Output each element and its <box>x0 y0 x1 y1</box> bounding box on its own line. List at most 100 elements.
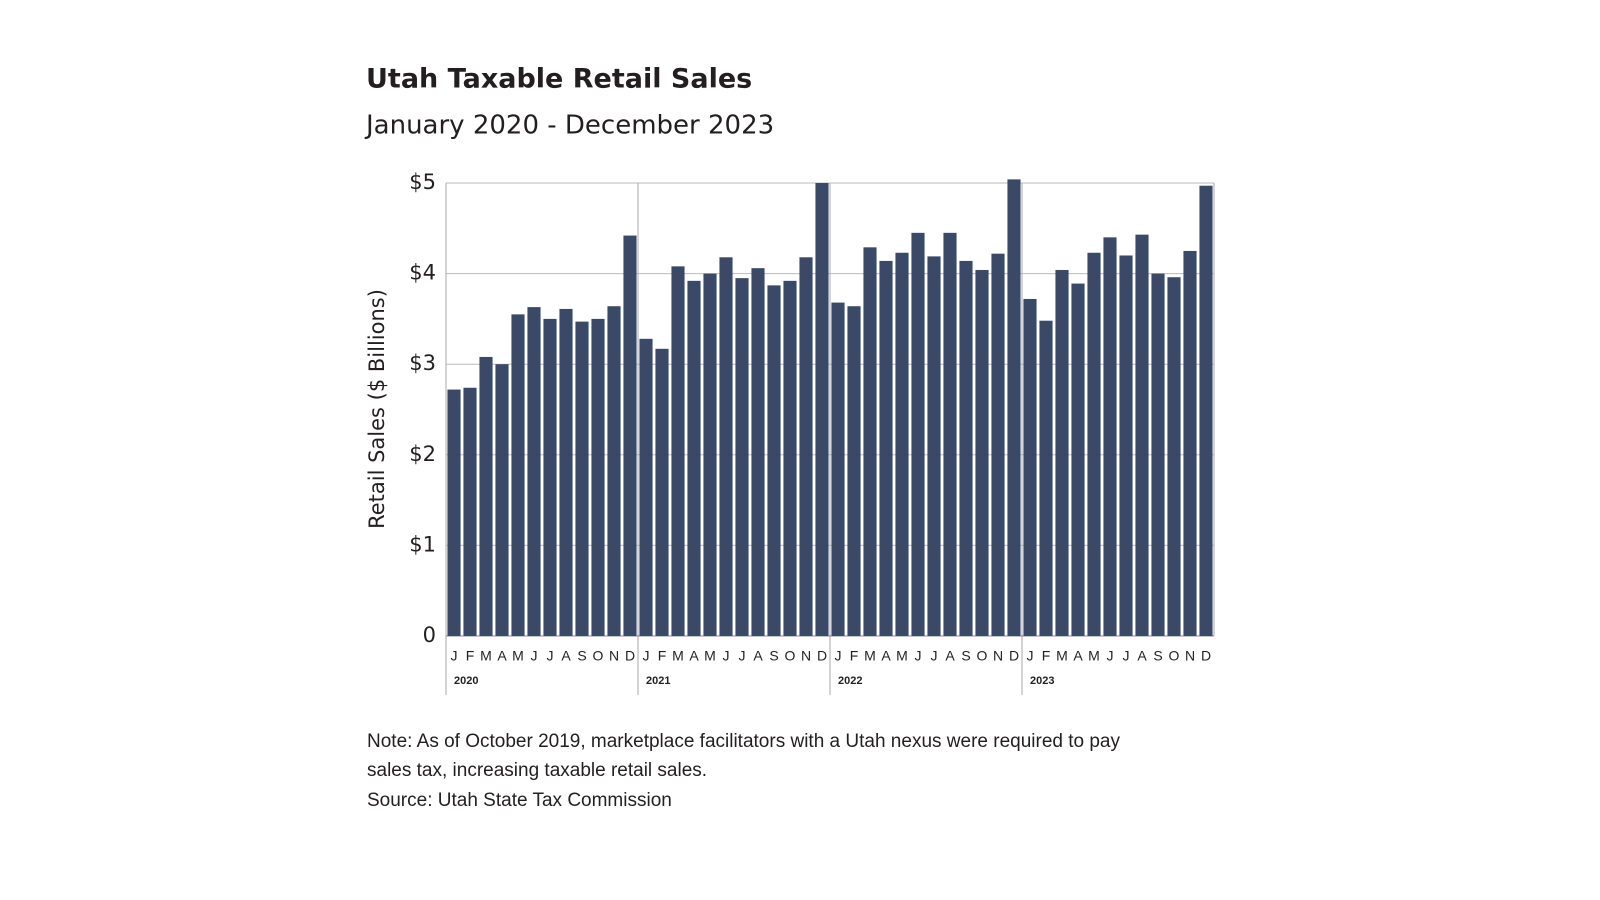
bar <box>671 266 685 636</box>
bar <box>767 285 781 636</box>
x-tick-label: A <box>1137 648 1147 664</box>
x-tick-label: F <box>466 648 475 664</box>
bar <box>607 306 621 636</box>
bar <box>623 235 637 636</box>
bar <box>511 314 525 636</box>
y-tick-label: $4 <box>409 261 436 285</box>
y-tick-label: $2 <box>409 442 436 466</box>
x-tick-label: A <box>753 648 763 664</box>
x-tick-label: A <box>689 648 699 664</box>
x-tick-label: D <box>1009 648 1019 664</box>
x-tick-label: A <box>945 648 955 664</box>
x-tick-label: O <box>1169 648 1180 664</box>
x-tick-label: D <box>817 648 827 664</box>
source: Source: Utah State Tax Commission <box>367 790 672 811</box>
bar <box>895 252 909 636</box>
y-tick-label: 0 <box>423 623 436 647</box>
bar <box>943 232 957 636</box>
bar <box>879 260 893 636</box>
bar <box>1071 283 1085 636</box>
bar <box>783 280 797 636</box>
note-line: Note: As of October 2019, marketplace fa… <box>367 731 1120 752</box>
bar <box>591 318 605 636</box>
bar <box>575 321 589 636</box>
bar <box>687 280 701 636</box>
x-tick-label: J <box>451 648 458 664</box>
x-tick-label: N <box>801 648 811 664</box>
x-tick-label: S <box>1153 648 1162 664</box>
x-tick-label: J <box>915 648 922 664</box>
x-tick-label: O <box>593 648 604 664</box>
bar <box>703 273 717 636</box>
x-tick-label: J <box>1027 648 1034 664</box>
bar <box>1103 237 1117 637</box>
bar <box>1135 234 1149 636</box>
bar <box>1119 255 1133 637</box>
year-label: 2020 <box>454 675 478 687</box>
x-tick-label: F <box>658 648 667 664</box>
y-tick-label: $3 <box>409 351 436 375</box>
x-tick-label: D <box>625 648 635 664</box>
y-tick-label: $1 <box>409 532 436 556</box>
bar <box>655 348 669 636</box>
x-tick-label: J <box>531 648 538 664</box>
chart-title: Utah Taxable Retail Sales <box>366 64 752 95</box>
x-tick-label: J <box>643 648 650 664</box>
bar <box>479 356 493 636</box>
x-tick-label: M <box>704 648 716 664</box>
x-tick-label: M <box>896 648 908 664</box>
bar <box>863 247 877 637</box>
year-label: 2022 <box>838 675 862 687</box>
bar <box>1151 273 1165 636</box>
bar <box>639 338 653 636</box>
bar <box>815 183 829 636</box>
bar <box>1167 277 1181 636</box>
x-tick-label: D <box>1201 648 1211 664</box>
bar <box>543 318 557 636</box>
y-axis-label: Retail Sales ($ Billions) <box>365 289 389 529</box>
bar <box>831 302 845 636</box>
y-tick-label: $5 <box>409 170 436 194</box>
bar <box>527 307 541 636</box>
bar <box>975 269 989 636</box>
bar <box>1183 250 1197 636</box>
x-tick-label: A <box>497 648 507 664</box>
x-tick-label: M <box>480 648 492 664</box>
year-label: 2023 <box>1030 675 1054 687</box>
x-tick-label: F <box>850 648 859 664</box>
x-tick-label: S <box>769 648 778 664</box>
x-tick-label: S <box>961 648 970 664</box>
bar <box>751 268 765 636</box>
note-line: sales tax, increasing taxable retail sal… <box>367 760 707 781</box>
bar <box>991 253 1005 636</box>
x-tick-label: O <box>785 648 796 664</box>
x-tick-label: M <box>864 648 876 664</box>
x-tick-label: M <box>1088 648 1100 664</box>
x-tick-label: M <box>1056 648 1068 664</box>
x-tick-label: J <box>547 648 554 664</box>
bar <box>463 387 477 636</box>
bar <box>1055 269 1069 636</box>
x-tick-label: A <box>561 648 571 664</box>
x-tick-label: J <box>1107 648 1114 664</box>
x-tick-label: J <box>835 648 842 664</box>
bar <box>495 364 509 636</box>
x-tick-label: S <box>577 648 586 664</box>
bar <box>847 306 861 636</box>
bar <box>719 257 733 636</box>
x-tick-label: O <box>977 648 988 664</box>
x-tick-label: J <box>931 648 938 664</box>
bar <box>447 389 461 636</box>
bar <box>735 278 749 636</box>
x-tick-label: J <box>723 648 730 664</box>
bar <box>959 260 973 636</box>
x-tick-label: J <box>739 648 746 664</box>
x-tick-label: M <box>672 648 684 664</box>
bar <box>559 308 573 636</box>
year-label: 2021 <box>646 675 670 687</box>
chart-subtitle: January 2020 - December 2023 <box>364 111 774 141</box>
x-tick-label: N <box>1185 648 1195 664</box>
bar <box>1039 320 1053 636</box>
x-tick-label: M <box>512 648 524 664</box>
